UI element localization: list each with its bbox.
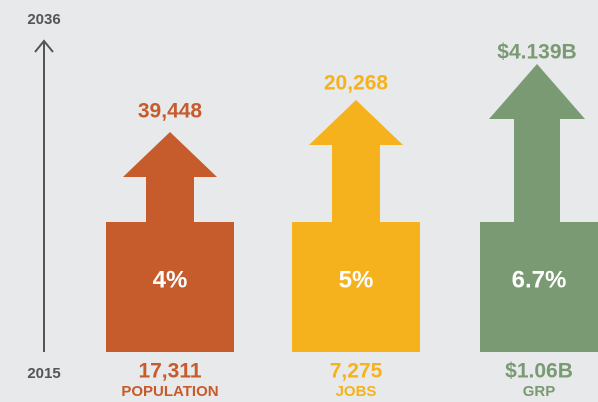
base-value: 7,275 [330, 360, 383, 383]
arrow-shaft [332, 144, 380, 223]
column-label: POPULATION [121, 383, 218, 400]
top-value: 20,268 [324, 72, 389, 95]
arrow-head [123, 132, 217, 177]
year-bottom: 2015 [27, 365, 60, 382]
arrow-head [309, 100, 403, 145]
top-value: $4.139B [497, 41, 576, 64]
base-value: $1.06B [505, 360, 573, 383]
column-label: GRP [523, 383, 556, 400]
base-box [106, 222, 234, 352]
arrow-head [489, 64, 585, 119]
base-box [292, 222, 420, 352]
year-top: 2036 [27, 11, 60, 28]
base-box [480, 222, 598, 352]
column-label: JOBS [336, 383, 377, 400]
growth-rate: 6.7% [512, 266, 567, 293]
base-value: 17,311 [138, 360, 201, 383]
arrow-shaft [514, 118, 560, 223]
growth-rate: 4% [153, 266, 188, 293]
time-axis-arrowhead [34, 39, 54, 53]
arrow-shaft [146, 176, 194, 223]
growth-rate: 5% [339, 266, 374, 293]
top-value: 39,448 [138, 100, 203, 123]
